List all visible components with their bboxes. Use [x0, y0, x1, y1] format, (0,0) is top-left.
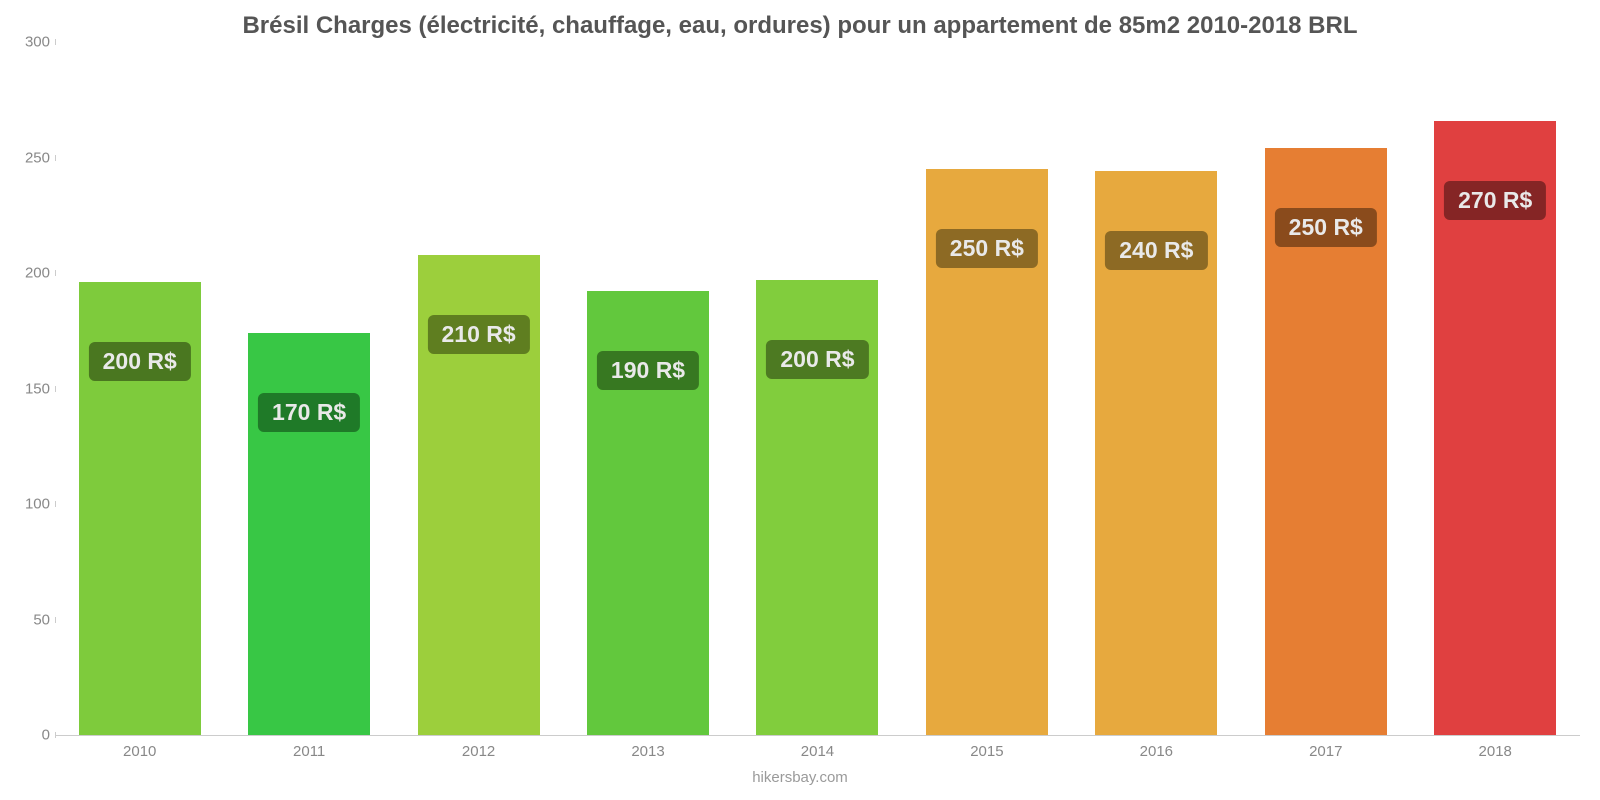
- bar-value-label: 210 R$: [427, 315, 529, 354]
- bar: 190 R$: [587, 291, 709, 735]
- x-tick-label: 2010: [123, 743, 156, 760]
- y-tick-label: 50: [10, 611, 50, 628]
- bar-value-label: 170 R$: [258, 393, 360, 432]
- bar: 250 R$: [1265, 148, 1387, 735]
- bar-value-label: 190 R$: [597, 351, 699, 390]
- bar-value-label: 270 R$: [1444, 181, 1546, 220]
- bar-slot: 240 R$2016: [1072, 42, 1241, 735]
- y-tick-label: 300: [10, 34, 50, 51]
- bar-value-label: 240 R$: [1105, 231, 1207, 270]
- bar: 250 R$: [926, 169, 1048, 735]
- bar: 200 R$: [79, 282, 201, 735]
- bar: 210 R$: [418, 255, 540, 735]
- bar-value-label: 250 R$: [936, 229, 1038, 268]
- bar: 240 R$: [1095, 171, 1217, 735]
- x-tick-label: 2015: [970, 743, 1003, 760]
- y-tick-label: 250: [10, 149, 50, 166]
- bar: 200 R$: [756, 280, 878, 735]
- x-tick-label: 2012: [462, 743, 495, 760]
- bar-slot: 250 R$2015: [902, 42, 1071, 735]
- y-tick-label: 150: [10, 380, 50, 397]
- chart-title: Brésil Charges (électricité, chauffage, …: [0, 12, 1600, 40]
- x-tick-label: 2017: [1309, 743, 1342, 760]
- credit-text: hikersbay.com: [0, 769, 1600, 786]
- bar-slot: 270 R$2018: [1411, 42, 1580, 735]
- y-tick-label: 100: [10, 496, 50, 513]
- x-tick-label: 2018: [1479, 743, 1512, 760]
- bar-slot: 200 R$2014: [733, 42, 902, 735]
- x-tick-label: 2014: [801, 743, 834, 760]
- bar-slot: 200 R$2010: [55, 42, 224, 735]
- x-tick-label: 2011: [293, 743, 325, 760]
- bar: 170 R$: [248, 333, 370, 735]
- bars-container: 200 R$2010170 R$2011210 R$2012190 R$2013…: [55, 42, 1580, 735]
- y-tick-label: 200: [10, 265, 50, 282]
- bar-value-label: 200 R$: [89, 342, 191, 381]
- y-tick-label: 0: [10, 727, 50, 744]
- bar-slot: 170 R$2011: [224, 42, 393, 735]
- bar-slot: 250 R$2017: [1241, 42, 1410, 735]
- bar-slot: 190 R$2013: [563, 42, 732, 735]
- bar-slot: 210 R$2012: [394, 42, 563, 735]
- bar-value-label: 250 R$: [1275, 208, 1377, 247]
- bar-value-label: 200 R$: [766, 340, 868, 379]
- bar: 270 R$: [1434, 121, 1556, 735]
- x-tick-label: 2016: [1140, 743, 1173, 760]
- x-tick-label: 2013: [631, 743, 664, 760]
- plot-area: 050100150200250300 200 R$2010170 R$20112…: [55, 42, 1580, 736]
